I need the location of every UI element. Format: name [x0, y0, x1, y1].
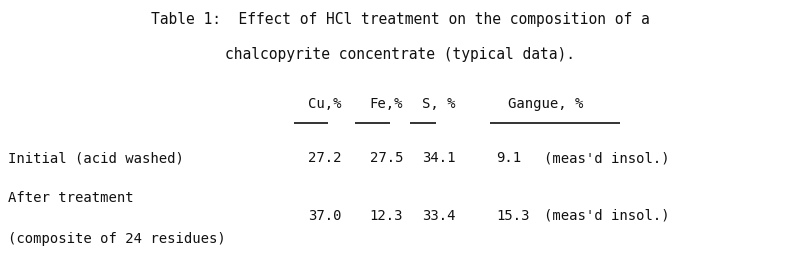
Text: After treatment: After treatment [8, 191, 134, 205]
Text: 37.0: 37.0 [308, 209, 342, 223]
Text: Initial (acid washed): Initial (acid washed) [8, 151, 184, 165]
Text: 27.5: 27.5 [370, 151, 403, 165]
Text: S, %: S, % [422, 97, 455, 111]
Text: Fe,%: Fe,% [370, 97, 403, 111]
Text: chalcopyrite concentrate (typical data).: chalcopyrite concentrate (typical data). [225, 47, 575, 62]
Text: 9.1: 9.1 [496, 151, 521, 165]
Text: (composite of 24 residues): (composite of 24 residues) [8, 232, 226, 246]
Text: Cu,%: Cu,% [308, 97, 342, 111]
Text: 12.3: 12.3 [370, 209, 403, 223]
Text: 27.2: 27.2 [308, 151, 342, 165]
Text: Table 1:  Effect of HCl treatment on the composition of a: Table 1: Effect of HCl treatment on the … [150, 12, 650, 27]
Text: 33.4: 33.4 [422, 209, 455, 223]
Text: (meas'd insol.): (meas'd insol.) [544, 151, 670, 165]
Text: 34.1: 34.1 [422, 151, 455, 165]
Text: (meas'd insol.): (meas'd insol.) [544, 209, 670, 223]
Text: 15.3: 15.3 [496, 209, 530, 223]
Text: Gangue, %: Gangue, % [508, 97, 583, 111]
